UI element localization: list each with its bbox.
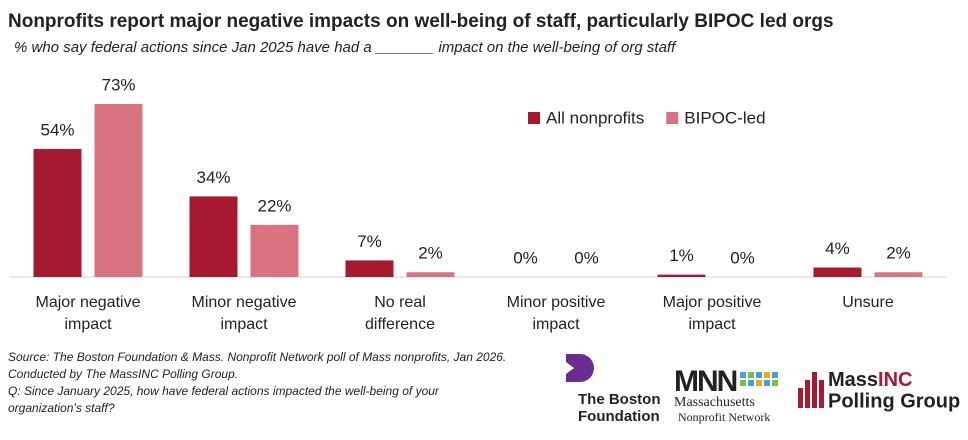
bar (250, 224, 299, 277)
logo-text: Massachusetts (674, 395, 755, 410)
x-tick-label: Minor negative impact (191, 294, 297, 333)
data-label: 0% (730, 248, 755, 267)
x-tick-label: No real difference (365, 294, 435, 333)
legend-swatch (666, 112, 679, 124)
data-label: 7% (357, 232, 382, 251)
logo-text: Nonprofit Network (678, 410, 770, 424)
data-label: 2% (418, 244, 443, 263)
chart-title: Nonprofits report major negative impacts… (8, 11, 834, 32)
x-tick-label: Major positive impact (662, 294, 762, 333)
chart-subtitle: % who say federal actions since Jan 2025… (14, 39, 677, 56)
legend-label: All nonprofits (546, 108, 644, 127)
logo-text: Mass (828, 369, 878, 391)
bar (874, 272, 923, 277)
data-label: 54% (40, 121, 74, 140)
boston-logo-mark (566, 354, 594, 382)
massinc-bars (798, 372, 824, 408)
data-label: 34% (196, 168, 230, 187)
bar (406, 272, 455, 277)
x-tick-label: Unsure (842, 294, 894, 311)
logo-text: Polling Group (828, 390, 960, 412)
data-label: 2% (886, 244, 911, 263)
bar (33, 149, 82, 277)
data-label: 1% (669, 246, 694, 265)
legend-label: BIPOC-led (684, 108, 765, 127)
bar (657, 274, 706, 277)
footer-line: organization’s staff? (8, 401, 115, 415)
data-label: 0% (513, 248, 538, 267)
bar (94, 103, 143, 278)
x-tick-label: Major negative impact (35, 294, 141, 333)
logo-text: Foundation (578, 408, 660, 425)
legend-swatch (528, 112, 540, 124)
bar (813, 267, 862, 277)
mnn-logo-mark: MNN (674, 365, 737, 398)
logo-text: The Boston (578, 391, 661, 408)
logo-text: INC (878, 369, 912, 391)
data-label: 22% (257, 196, 291, 215)
footer-line: Q: Since January 2025, how have federal … (8, 384, 439, 398)
mnn-dots (740, 372, 778, 386)
bar (345, 260, 394, 277)
data-label: 73% (101, 75, 135, 94)
footer-line: Source: The Boston Foundation & Mass. No… (8, 350, 507, 364)
data-label: 4% (825, 239, 850, 258)
logo-text: MassINC (828, 369, 912, 391)
bar (189, 196, 238, 277)
footer-line: Conducted by The MassINC Polling Group. (8, 367, 239, 381)
x-tick-label: Minor positive impact (506, 294, 606, 333)
data-label: 0% (574, 248, 599, 267)
